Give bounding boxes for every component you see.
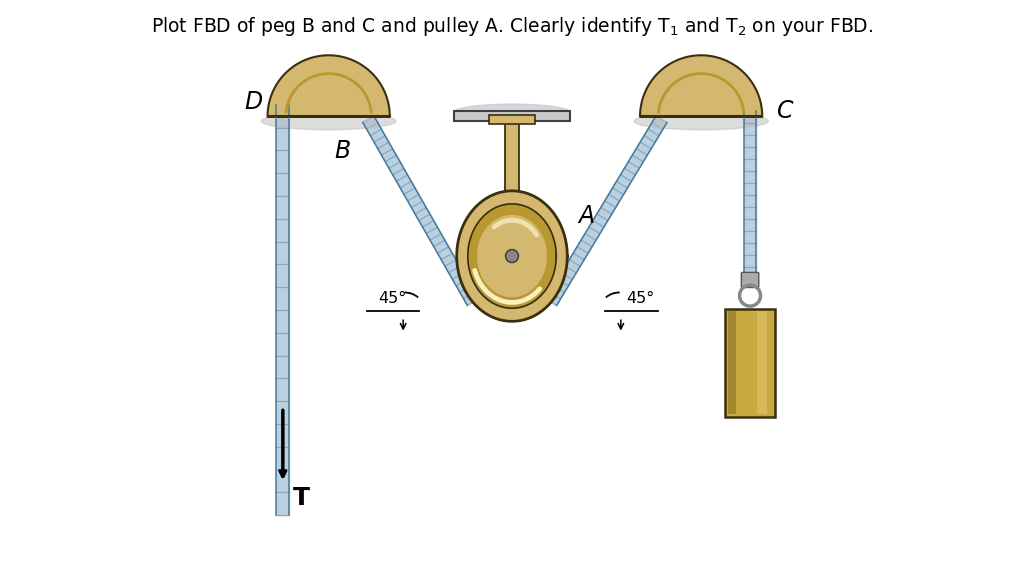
FancyBboxPatch shape — [741, 272, 759, 288]
Text: C: C — [777, 98, 794, 123]
Polygon shape — [640, 55, 762, 116]
Ellipse shape — [634, 112, 768, 130]
FancyBboxPatch shape — [725, 309, 775, 417]
Text: B: B — [335, 139, 351, 164]
Text: Plot FBD of peg B and C and pulley A. Clearly identify T$_1$ and T$_2$ on your F: Plot FBD of peg B and C and pulley A. Cl… — [151, 15, 873, 38]
Text: 45°: 45° — [627, 290, 655, 306]
Polygon shape — [276, 105, 289, 515]
FancyBboxPatch shape — [454, 111, 570, 121]
Polygon shape — [546, 116, 667, 306]
Polygon shape — [267, 55, 390, 116]
Polygon shape — [468, 204, 556, 308]
Polygon shape — [362, 116, 478, 306]
Ellipse shape — [454, 104, 570, 120]
FancyBboxPatch shape — [758, 311, 767, 414]
Polygon shape — [478, 216, 546, 296]
Text: T: T — [293, 486, 310, 510]
Circle shape — [506, 250, 518, 262]
FancyBboxPatch shape — [488, 115, 536, 124]
Text: 45°: 45° — [378, 290, 407, 306]
Text: A: A — [578, 204, 594, 229]
Polygon shape — [743, 111, 757, 279]
FancyBboxPatch shape — [728, 311, 736, 414]
Ellipse shape — [261, 112, 396, 130]
Polygon shape — [457, 191, 567, 321]
Text: D: D — [245, 90, 262, 114]
FancyBboxPatch shape — [505, 121, 519, 240]
